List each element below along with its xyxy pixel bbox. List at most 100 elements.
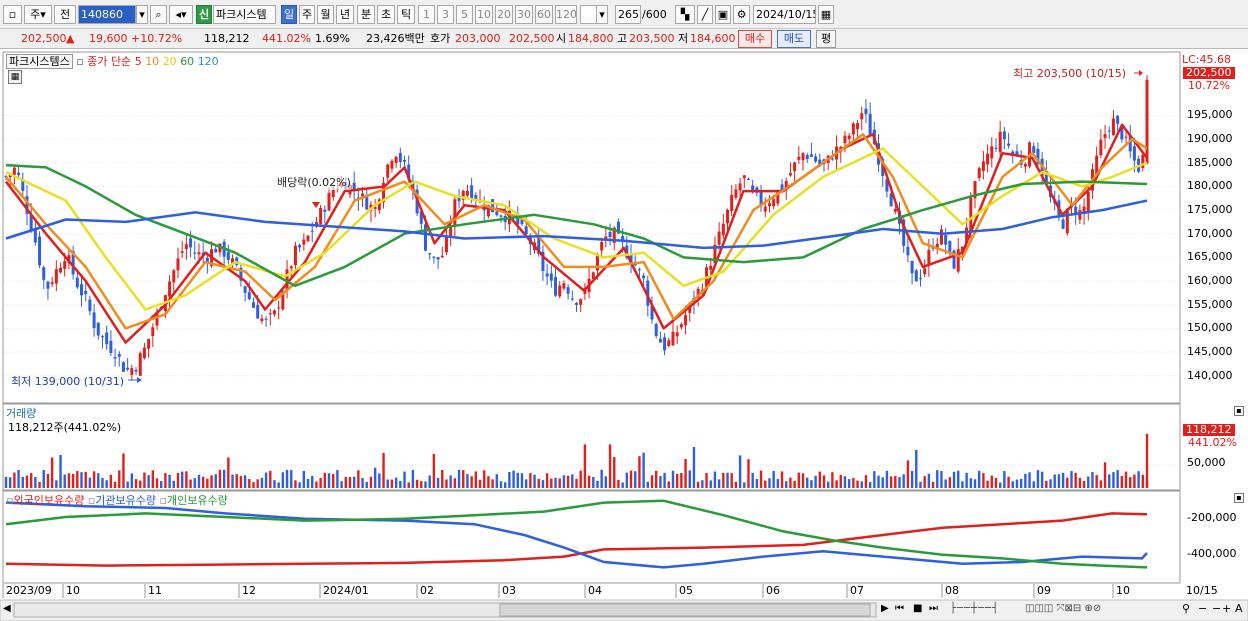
sell-button[interactable]: 매도 — [777, 30, 811, 48]
period-tab-tick[interactable]: 틱 — [397, 5, 415, 24]
period-tab-year[interactable]: 년 — [336, 5, 354, 24]
candle-body — [742, 175, 746, 179]
volume-bar — [1019, 478, 1023, 488]
candle-body — [491, 199, 495, 213]
interval-60[interactable]: 60 — [535, 5, 553, 24]
candle-body — [486, 205, 490, 217]
period-code-dropdown[interactable]: 주▾ — [24, 5, 52, 24]
volume-bar — [940, 471, 943, 488]
interval-10[interactable]: 10 — [475, 5, 493, 24]
volume-tag: 118,212 — [1183, 424, 1235, 436]
candle-body — [1103, 134, 1107, 139]
period-tab-second[interactable]: 초 — [377, 5, 395, 24]
interval-1[interactable]: 1 — [418, 5, 435, 24]
interval-120[interactable]: 120 — [555, 5, 577, 24]
interval-5[interactable]: 5 — [456, 5, 473, 24]
period-tab-week[interactable]: 주 — [299, 5, 315, 24]
volume-bar — [1074, 472, 1077, 488]
grid-toggle-icon[interactable]: ▦ — [8, 70, 22, 84]
candle-body — [100, 336, 104, 338]
price-tick-label: 175,000 — [1187, 203, 1233, 217]
candle-body — [382, 182, 386, 203]
volume-bar — [826, 481, 830, 488]
candle-body — [902, 219, 906, 246]
volume-bar — [214, 474, 217, 488]
interval-dropdown-icon[interactable]: ▾ — [596, 5, 608, 24]
candle-body — [499, 215, 503, 217]
candle-body — [386, 164, 390, 178]
buy-button[interactable]: 매수 — [738, 30, 772, 48]
interval-20[interactable]: 20 — [495, 5, 513, 24]
interval-3[interactable]: 3 — [437, 5, 454, 24]
volume-bar — [386, 479, 389, 488]
zoom-in-icon[interactable]: + — [1222, 602, 1232, 615]
date-input[interactable]: 2024/10/15 — [753, 5, 816, 24]
period-tab-day[interactable]: 일 — [281, 5, 297, 24]
price-tick-label: 195,000 — [1187, 108, 1233, 122]
candle-body — [495, 211, 499, 216]
save-icon[interactable]: ▣ — [715, 5, 731, 24]
candle-body — [956, 249, 960, 272]
volume-bar — [583, 444, 587, 488]
candle-body — [1078, 210, 1082, 220]
auto-scale-icon[interactable]: A — [1235, 602, 1243, 615]
volume-panel-close-icon[interactable]: ▪ — [1234, 406, 1244, 416]
speaker-icon[interactable]: ◂▾ — [169, 5, 193, 24]
count-input[interactable]: 265 — [615, 5, 641, 24]
candle-body — [419, 211, 423, 224]
candle-body — [1074, 206, 1078, 214]
volume-bar — [713, 471, 717, 488]
candle-body — [621, 236, 625, 243]
interval-30[interactable]: 30 — [515, 5, 533, 24]
volume-bar — [222, 469, 226, 488]
volume-bar — [587, 475, 591, 488]
volume-bar — [189, 479, 192, 488]
stock-code-dropdown-icon[interactable]: ▾ — [136, 5, 148, 24]
candle-body — [142, 347, 146, 359]
legend-ma20: 20 — [162, 55, 177, 68]
candle-body — [994, 147, 998, 149]
volume-bar — [617, 479, 620, 488]
view-tools-icon[interactable]: ◫◫◫ ⤧⊠⊟ ⊕⊘ — [1025, 603, 1102, 614]
scroll-left-icon[interactable]: ◀ — [3, 603, 11, 614]
candle-body — [310, 230, 314, 232]
period-tab-month[interactable]: 월 — [317, 5, 334, 24]
price-gridlines — [4, 114, 1179, 377]
candle-body — [784, 181, 788, 189]
scroll-start-icon[interactable]: ⏮ — [895, 603, 904, 614]
chart-tools-icon[interactable]: ▚ — [675, 5, 695, 24]
legend-toggle-icon[interactable]: ▫ — [76, 55, 84, 68]
volume-bar — [474, 471, 478, 488]
zoom-out-icon[interactable]: − — [1198, 602, 1208, 615]
gear-icon[interactable]: ⚙ — [733, 5, 750, 24]
volume-bar — [206, 478, 209, 488]
window-menu-icon[interactable]: ▫ — [3, 5, 22, 24]
zoom-minus-icon[interactable]: − — [1212, 602, 1222, 615]
volume-bar — [88, 477, 92, 488]
draw-line-icon[interactable]: ╱ — [697, 5, 713, 24]
legend-stock-name[interactable]: 파크시스템스 — [6, 54, 73, 69]
holdings-panel-close-icon[interactable]: ▪ — [1234, 493, 1244, 503]
eval-button[interactable]: 평 — [816, 30, 836, 48]
candle-body — [864, 108, 868, 115]
scroll-end-icon[interactable]: ⏭ — [929, 603, 938, 614]
volume-bar — [961, 481, 964, 488]
zoom-search-icon[interactable]: ⚲ — [1182, 602, 1191, 615]
search-icon[interactable]: ⌕ — [150, 5, 167, 24]
zoom-slider[interactable]: ├──┼──┤ — [950, 603, 1000, 614]
prev-button[interactable]: 전 — [54, 5, 76, 24]
scroll-right-icon[interactable]: ▶ — [881, 603, 889, 614]
candle-body — [46, 281, 50, 289]
price-tick-label: 145,000 — [1187, 345, 1233, 359]
candle-body — [184, 244, 188, 249]
volume-bar — [1141, 474, 1145, 488]
candle-body — [302, 239, 306, 245]
volume-bar — [185, 471, 188, 488]
stock-code-input[interactable]: 140860 — [78, 5, 136, 24]
volume-bar — [243, 475, 247, 488]
period-tab-minute[interactable]: 분 — [357, 5, 375, 24]
volume-bar — [835, 480, 838, 488]
scrollbar-thumb[interactable] — [499, 603, 871, 617]
stop-icon[interactable]: ■ — [913, 603, 923, 614]
calendar-icon[interactable]: ▦ — [818, 5, 834, 24]
